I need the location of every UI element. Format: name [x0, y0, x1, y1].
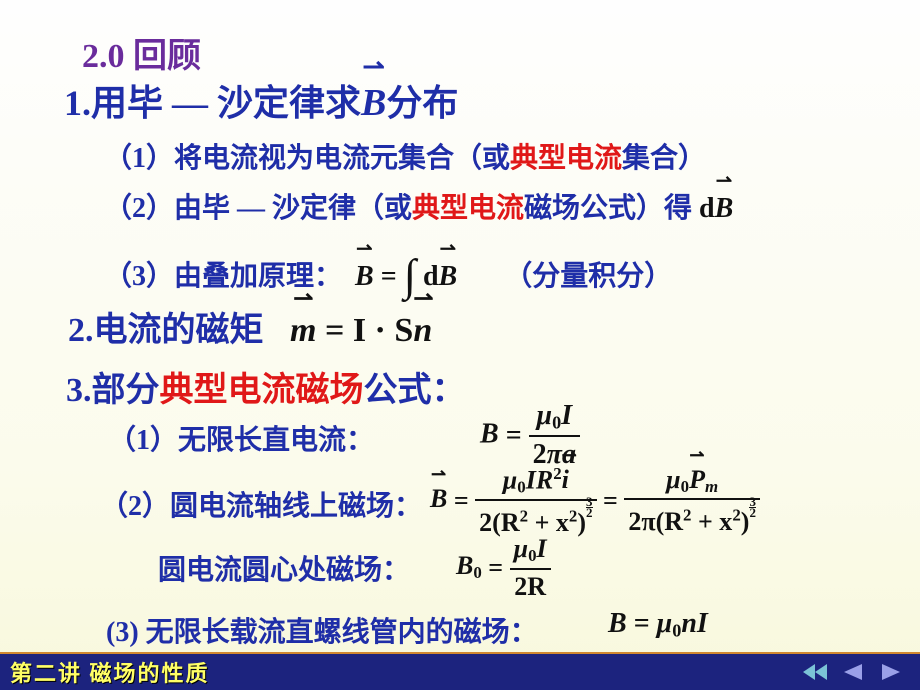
- sec1-title: 1.用毕 — 沙定律求 ⇀ B 分布: [64, 74, 458, 126]
- footer-nav: [800, 661, 906, 683]
- header-label: 2.0 回顾: [82, 28, 201, 77]
- slide: 2.0 回顾 1.用毕 — 沙定律求 ⇀ B 分布 （1）将电流视为电流元集合（…: [0, 0, 920, 652]
- sec3-p3-label: (3) 无限长载流直螺线管内的磁场：: [106, 610, 538, 650]
- sec2: 2.电流的磁矩 ⇀m = I · S⇀n: [68, 302, 432, 351]
- sec1-p1: （1）将电流视为电流元集合（或典型电流集合）: [104, 136, 706, 176]
- sec1-p2: （2）由毕 — 沙定律（或典型电流磁场公式）得 d ⇀ B: [104, 186, 733, 226]
- back-icon: [842, 662, 864, 682]
- rewind-button[interactable]: [800, 661, 830, 683]
- sec3-p2-label: （2）圆电流轴线上磁场：: [100, 484, 422, 524]
- sec3-eq3: B = μ0nI: [608, 608, 708, 642]
- back-button[interactable]: [838, 661, 868, 683]
- sec3-eq2: ⇀B = μ0IR2⇀i 2(R2 + x2)32 = μ0⇀Pm 2π(R2 …: [430, 464, 760, 538]
- sec3-eq2c: B0 = μ0I 2R: [456, 534, 551, 602]
- forward-button[interactable]: [876, 661, 906, 683]
- sec1-p3: （3）由叠加原理： ⇀B = ∫ d⇀B （分量积分）: [104, 244, 672, 296]
- footer-title: 第二讲 磁场的性质: [10, 656, 210, 688]
- sec3-title: 3.部分典型电流磁场公式：: [66, 362, 466, 411]
- rewind-icon: [801, 662, 829, 682]
- footer-bar: 第二讲 磁场的性质: [0, 652, 920, 690]
- sec1-suffix: 分布: [386, 83, 458, 123]
- sec3-p1-label: （1）无限长直电流：: [108, 418, 374, 458]
- sec3-p2c-label: 圆电流圆心处磁场：: [158, 548, 410, 588]
- sec1-B: B: [361, 82, 386, 124]
- sec1-prefix: 1.用毕 — 沙定律求: [64, 83, 361, 123]
- forward-icon: [880, 662, 902, 682]
